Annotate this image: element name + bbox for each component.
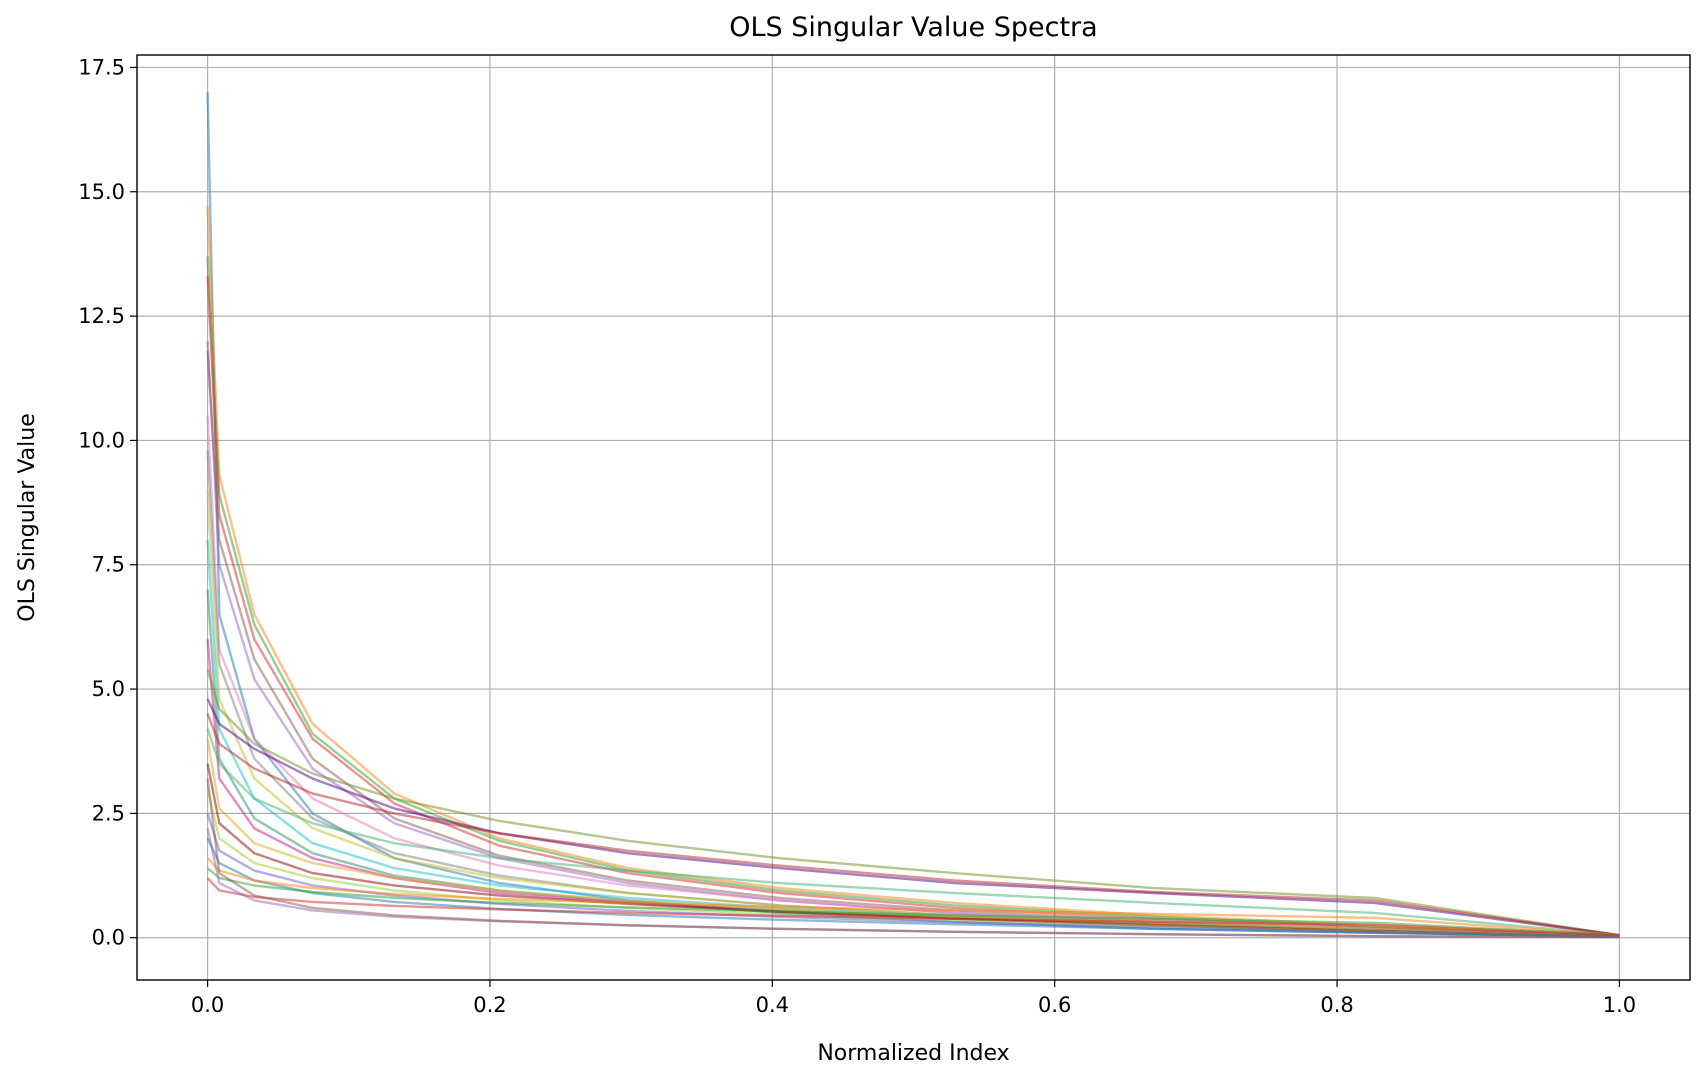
y-tick-label: 2.5 [92,801,125,825]
series-line [206,813,1620,938]
y-tick-label: 15.0 [78,180,125,204]
series-line [206,668,1620,937]
series-line [206,589,1620,938]
x-tick-label: 0.2 [473,993,506,1017]
series-lines [206,92,1620,939]
series-line [206,857,1620,937]
series-line [206,350,1620,938]
x-tick-label: 1.0 [1603,993,1636,1017]
series-line [206,206,1620,938]
series-line [206,92,1620,938]
plot-frame [136,54,1691,981]
y-tick-label: 12.5 [78,304,125,328]
series-line [206,276,1620,938]
y-tick-label: 5.0 [92,677,125,701]
series-line [206,877,1620,937]
x-tick-label: 0.8 [1320,993,1353,1017]
y-axis-label: OLS Singular Value [15,413,40,622]
y-tick-label: 7.5 [92,553,125,577]
x-tick-label: 0.4 [756,993,789,1017]
axis-ticks: 0.0 0.2 0.4 0.6 0.8 1.0 0.0 2.5 5.0 7.5 10.0 12.5 15… [78,55,1636,1017]
series-line [206,867,1620,937]
x-axis-label: Normalized Index [817,1041,1009,1066]
y-tick-label: 17.5 [78,55,125,79]
x-tick-label: 0.6 [1038,993,1071,1017]
series-line [206,738,1620,938]
series-line [206,256,1620,938]
grid [137,55,1690,980]
series-line [206,728,1620,937]
x-tick-label: 0.0 [191,993,224,1017]
y-tick-label: 10.0 [78,428,125,452]
series-line [206,778,1620,939]
series-line [206,713,1620,937]
y-tick-label: 0.0 [92,926,125,950]
series-line [206,698,1620,937]
chart-title: OLS Singular Value Spectra [729,12,1097,43]
